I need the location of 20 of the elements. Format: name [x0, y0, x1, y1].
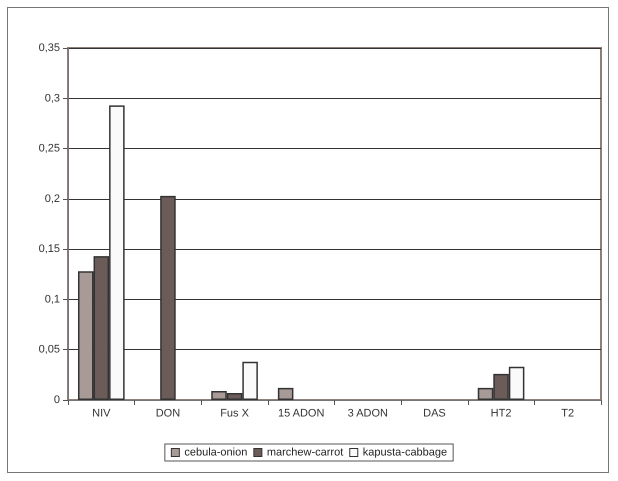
x-tick-label: DAS — [423, 408, 446, 420]
y-tick-label: 0,15 — [38, 243, 60, 256]
x-tick-label: T2 — [561, 408, 574, 420]
x-tick-label: 15 ADON — [278, 408, 324, 420]
x-tick-label: DON — [156, 408, 180, 420]
y-tick-label: 0,3 — [44, 92, 60, 104]
x-tick-label: 3 ADON — [348, 408, 388, 420]
legend-label: kapusta-cabbage — [362, 446, 448, 458]
x-tick-label: NIV — [92, 408, 112, 420]
y-tick-label: 0,2 — [44, 192, 60, 205]
y-tick-label: 0,05 — [38, 344, 60, 356]
y-tick-label: 0,25 — [38, 142, 60, 155]
x-tick-label: Fus X — [220, 408, 250, 420]
legend-label: cebula-onion — [184, 446, 248, 458]
y-tick-label: 0 — [54, 394, 60, 406]
bar — [278, 388, 294, 400]
y-tick-label: 0,35 — [38, 42, 60, 54]
legend-label: marchew-carrot — [266, 446, 344, 458]
x-tick-label: HT2 — [490, 408, 512, 420]
y-tick-label: 0,1 — [44, 293, 60, 306]
